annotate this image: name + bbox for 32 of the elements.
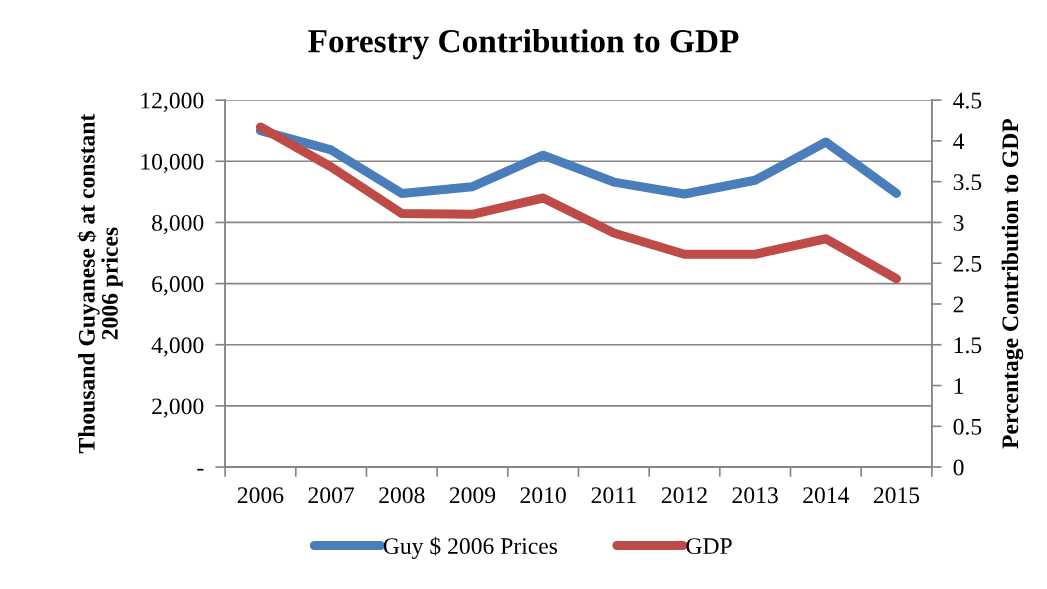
x-tick-label: 2006 xyxy=(237,487,284,504)
chart-title: Forestry Contribution to GDP xyxy=(308,29,739,60)
y-tick-label: 6,000 xyxy=(152,276,204,296)
y2-tick-label: 1 xyxy=(954,378,964,394)
y-tick-label: 4,000 xyxy=(151,337,204,357)
x-tick-label: 2009 xyxy=(449,487,496,504)
y2-tick-label: 2 xyxy=(953,296,964,313)
legend-label: GDP xyxy=(686,538,732,555)
y-tick-label: - xyxy=(197,468,204,471)
x-tick-label: 2011 xyxy=(591,487,636,504)
y-axis-title: Thousand Guyanese $ at constant 2006 prices xyxy=(77,113,123,454)
y2-tick-label: 2.5 xyxy=(953,255,982,272)
x-tick-label: 2012 xyxy=(661,487,707,504)
x-tick-label: 2015 xyxy=(873,487,920,504)
x-tick-label: 2014 xyxy=(803,487,850,504)
y-tick-label: 12,000 xyxy=(141,92,204,112)
y-tick-label: 10,000 xyxy=(141,153,204,174)
y2-tick-label: 1.5 xyxy=(954,337,982,354)
y2-tick-label: 0.5 xyxy=(953,418,982,435)
x-tick-label: 2007 xyxy=(308,487,355,504)
x-tick-label: 2008 xyxy=(379,487,425,504)
y2-tick-label: 4.5 xyxy=(953,92,982,109)
x-tick-label: 2013 xyxy=(732,487,778,504)
legend-label: Guy $ 2006 Prices xyxy=(383,536,558,559)
y2-axis-title: Percentage Contribution to GDP xyxy=(1001,118,1024,449)
y-tick-label: 8,000 xyxy=(152,214,204,235)
y-tick-label: 2,000 xyxy=(152,398,204,418)
x-tick-label: 2010 xyxy=(520,487,566,504)
y2-tick-label: 4 xyxy=(953,133,965,150)
y2-tick-label: 0 xyxy=(953,459,964,476)
y2-tick-label: 3 xyxy=(953,215,964,231)
y2-tick-label: 3.5 xyxy=(953,174,982,191)
